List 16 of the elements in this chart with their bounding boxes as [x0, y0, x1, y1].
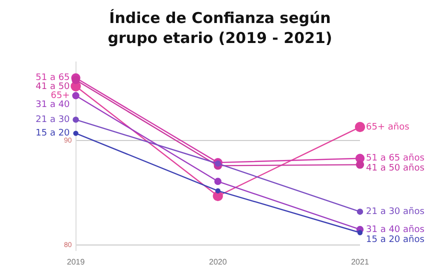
x-tick-label: 2019 — [66, 257, 86, 266]
chart-title: Índice de Confianza según grupo etario (2019 - 2021) — [106, 8, 334, 49]
series-label: 41 a 50 años — [366, 164, 425, 174]
x-tick-label: 2020 — [208, 257, 228, 266]
series-label: 51 a 65 años — [366, 154, 425, 164]
annotation: 41 a 50 — [36, 82, 70, 92]
annotation: 15 a 20 — [36, 128, 70, 139]
annotation: 21 a 30 — [36, 115, 70, 126]
series-label: 65+ años — [366, 122, 410, 132]
annotation: 65+ — [50, 91, 70, 102]
series-label: 15 a 20 años — [366, 234, 425, 245]
annotation: 51 a 65 — [36, 73, 70, 84]
annotation: 31 a 40 — [36, 100, 70, 110]
series-label: 21 a 30 años — [366, 207, 425, 218]
x-tick-label: 2021 — [351, 257, 370, 266]
series-label: 31 a 40 años — [366, 224, 425, 235]
